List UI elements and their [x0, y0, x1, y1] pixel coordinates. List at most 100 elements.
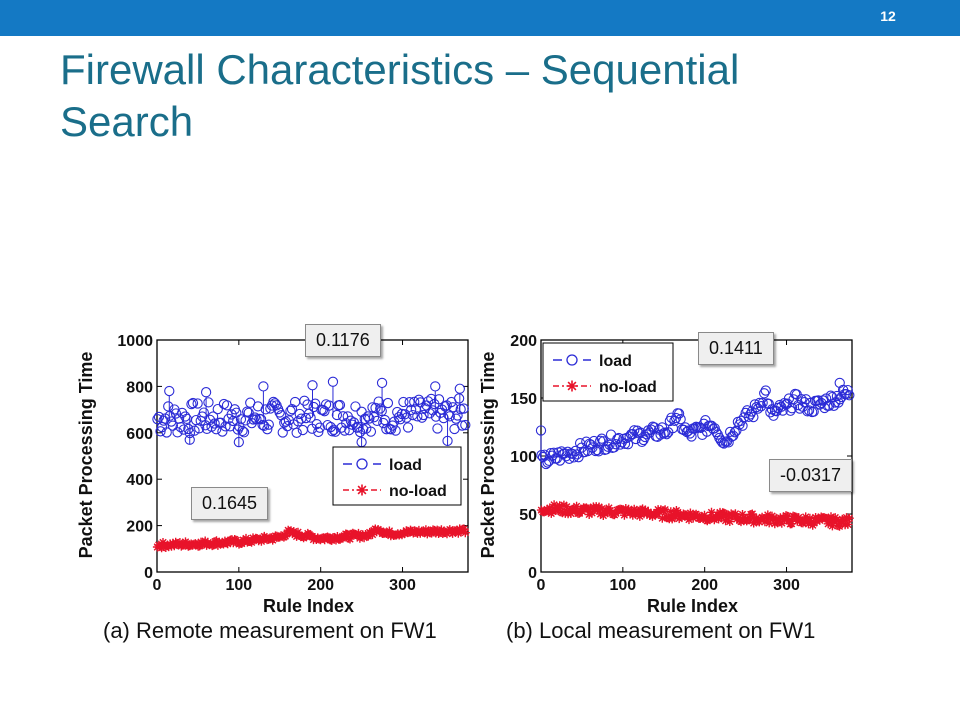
- data-point: [192, 398, 203, 409]
- data-point: [327, 376, 339, 387]
- data-point: [331, 409, 343, 421]
- data-point: [180, 411, 191, 422]
- data-point: [729, 427, 740, 438]
- data-point: [460, 419, 471, 431]
- x-axis-label: Rule Index: [263, 596, 354, 616]
- data-point: [823, 519, 833, 529]
- callout-b-noload-correlation: -0.0317: [769, 459, 853, 492]
- data-point: [622, 439, 634, 450]
- data-point: [217, 426, 228, 437]
- data-point: [605, 506, 615, 516]
- data-point: [572, 501, 582, 511]
- data-point: [314, 422, 326, 433]
- data-point: [269, 398, 281, 409]
- data-point: [459, 524, 469, 534]
- data-point: [584, 510, 594, 519]
- data-point: [194, 423, 205, 434]
- data-point: [258, 381, 269, 392]
- data-point: [354, 426, 366, 438]
- data-point: [368, 530, 377, 540]
- series-no-load: [536, 500, 854, 531]
- legend-marker-circle: [356, 458, 368, 470]
- data-point: [804, 519, 813, 529]
- data-point: [433, 394, 445, 405]
- data-point: [402, 422, 414, 433]
- data-point: [834, 377, 845, 389]
- data-point: [400, 529, 410, 538]
- data-point: [286, 404, 298, 415]
- data-point: [716, 512, 726, 522]
- y-tick-label: 600: [126, 426, 153, 443]
- data-point: [404, 397, 415, 408]
- callout-b-load-correlation: 0.1411: [698, 332, 774, 365]
- data-point: [311, 418, 322, 430]
- data-point: [611, 508, 621, 518]
- y-tick-label: 800: [126, 379, 153, 396]
- data-point: [398, 396, 409, 408]
- data-point: [715, 435, 727, 446]
- data-point: [602, 441, 614, 452]
- data-point: [376, 377, 388, 389]
- data-point: [597, 504, 607, 514]
- data-point: [794, 513, 804, 523]
- data-point: [430, 381, 441, 392]
- data-point: [207, 411, 219, 422]
- data-point: [328, 424, 339, 435]
- data-point: [685, 508, 695, 518]
- legend-box: [332, 446, 462, 506]
- data-point: [226, 409, 237, 420]
- data-point: [345, 534, 355, 544]
- data-point: [460, 528, 470, 538]
- data-point: [263, 419, 274, 430]
- data-point: [661, 429, 672, 440]
- data-point: [618, 505, 628, 515]
- data-point: [568, 452, 580, 463]
- data-point: [179, 540, 189, 550]
- y-tick-label: 0: [528, 565, 537, 582]
- data-point: [548, 506, 558, 516]
- series-load: [152, 376, 471, 448]
- data-point: [565, 506, 574, 516]
- legend-label: no-load: [599, 379, 657, 396]
- data-point: [350, 401, 361, 412]
- data-point: [759, 388, 770, 399]
- y-tick-label: 150: [510, 391, 537, 408]
- data-point: [829, 517, 839, 527]
- data-point: [844, 390, 855, 401]
- data-point: [187, 397, 199, 409]
- data-point: [711, 426, 722, 438]
- data-point: [212, 536, 221, 546]
- y-tick-label: 200: [126, 519, 153, 536]
- data-point: [615, 439, 626, 450]
- data-point: [458, 403, 469, 414]
- data-point: [745, 513, 754, 523]
- data-point: [566, 509, 576, 518]
- data-point: [805, 513, 815, 523]
- data-point: [559, 500, 569, 510]
- data-point: [760, 385, 771, 396]
- data-point: [251, 414, 262, 425]
- data-point: [164, 385, 175, 397]
- data-point: [619, 438, 631, 450]
- data-point: [178, 424, 189, 435]
- callout-a-load-correlation: 0.1176: [305, 324, 381, 357]
- data-point: [738, 510, 747, 519]
- legend: load no-load: [332, 446, 462, 506]
- data-point: [330, 533, 340, 543]
- data-point: [745, 409, 756, 420]
- data-point: [796, 394, 807, 405]
- data-point: [808, 406, 819, 417]
- x-tick-label: 100: [609, 577, 636, 594]
- data-point: [209, 418, 220, 429]
- data-point: [282, 421, 293, 432]
- series-no-load: [152, 524, 470, 553]
- data-point: [262, 424, 273, 435]
- data-point: [535, 425, 547, 436]
- data-point: [432, 423, 443, 434]
- data-point: [390, 425, 401, 436]
- data-point: [660, 505, 670, 515]
- data-point: [785, 405, 796, 416]
- callout-a-noload-correlation: 0.1645: [191, 487, 269, 520]
- data-point: [286, 526, 296, 536]
- data-point: [442, 529, 452, 539]
